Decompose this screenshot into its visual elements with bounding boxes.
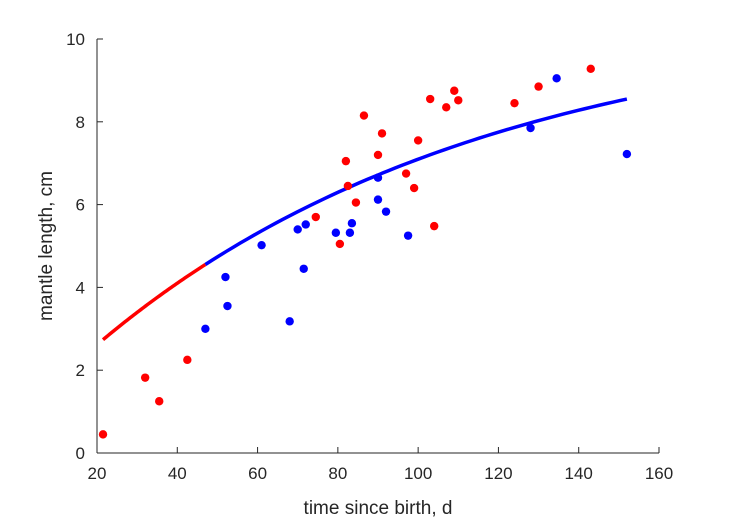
x-axis-label: time since birth, d xyxy=(304,498,453,519)
data-point-0-0 xyxy=(98,430,108,439)
data-point-0-1 xyxy=(140,373,150,382)
fit-curve-segment-0 xyxy=(101,263,207,342)
data-point-0-19 xyxy=(454,96,463,105)
data-point-1-15 xyxy=(526,123,535,133)
data-point-0-7 xyxy=(343,181,353,191)
data-point-1-1 xyxy=(221,272,230,282)
data-point-1-4 xyxy=(285,317,294,326)
data-point-0-16 xyxy=(430,221,439,231)
data-point-1-3 xyxy=(257,240,266,250)
x-tick-label: 40 xyxy=(168,464,187,483)
data-point-0-4 xyxy=(311,212,320,222)
data-point-0-11 xyxy=(377,129,387,138)
data-point-0-17 xyxy=(442,103,451,112)
data-point-1-5 xyxy=(293,225,302,234)
data-point-1-8 xyxy=(331,228,341,237)
y-tick-label: 8 xyxy=(76,113,85,132)
data-point-0-8 xyxy=(351,198,361,207)
data-point-0-10 xyxy=(373,150,383,160)
data-point-0-15 xyxy=(425,94,435,104)
data-point-0-20 xyxy=(510,98,519,108)
data-point-0-18 xyxy=(450,86,459,95)
data-point-0-9 xyxy=(359,111,369,120)
x-tick-label: 160 xyxy=(645,464,673,483)
y-tick-label: 6 xyxy=(76,196,85,215)
data-point-1-16 xyxy=(552,74,561,83)
data-point-0-14 xyxy=(413,136,423,145)
data-point-1-7 xyxy=(301,220,310,229)
data-point-1-11 xyxy=(373,173,383,182)
data-point-0-3 xyxy=(183,355,192,365)
y-axis-label: mantle length, cm xyxy=(36,171,57,321)
data-point-1-17 xyxy=(622,149,632,159)
y-tick-label: 0 xyxy=(76,444,85,463)
x-tick-label: 100 xyxy=(404,464,432,483)
data-point-1-13 xyxy=(381,207,391,216)
data-point-0-21 xyxy=(534,82,543,91)
y-tick-label: 2 xyxy=(76,361,85,380)
y-tick-label: 4 xyxy=(76,278,85,297)
data-point-1-6 xyxy=(299,264,308,273)
data-point-0-12 xyxy=(401,169,411,178)
x-tick-label: 20 xyxy=(88,464,107,483)
data-point-1-12 xyxy=(373,195,383,204)
y-tick-label: 10 xyxy=(66,30,85,49)
x-tick-label: 120 xyxy=(484,464,512,483)
data-point-1-2 xyxy=(223,301,232,311)
data-point-1-0 xyxy=(201,324,210,333)
data-point-1-9 xyxy=(345,228,355,237)
data-point-0-2 xyxy=(155,397,164,406)
data-point-1-14 xyxy=(403,231,413,240)
x-tick-label: 60 xyxy=(248,464,267,483)
fit-curve xyxy=(101,97,628,342)
data-point-0-6 xyxy=(341,156,351,166)
x-tick-label: 140 xyxy=(565,464,593,483)
data-point-0-5 xyxy=(335,239,345,249)
data-point-0-22 xyxy=(586,64,595,74)
fit-curve-segment-1 xyxy=(204,97,628,266)
x-tick-label: 80 xyxy=(328,464,347,483)
data-point-1-10 xyxy=(347,219,357,228)
data-points xyxy=(98,64,632,439)
axes: 20 40 60 80 100 120 140 160 0 2 4 6 8 10 xyxy=(66,30,673,483)
data-point-0-13 xyxy=(409,183,419,193)
